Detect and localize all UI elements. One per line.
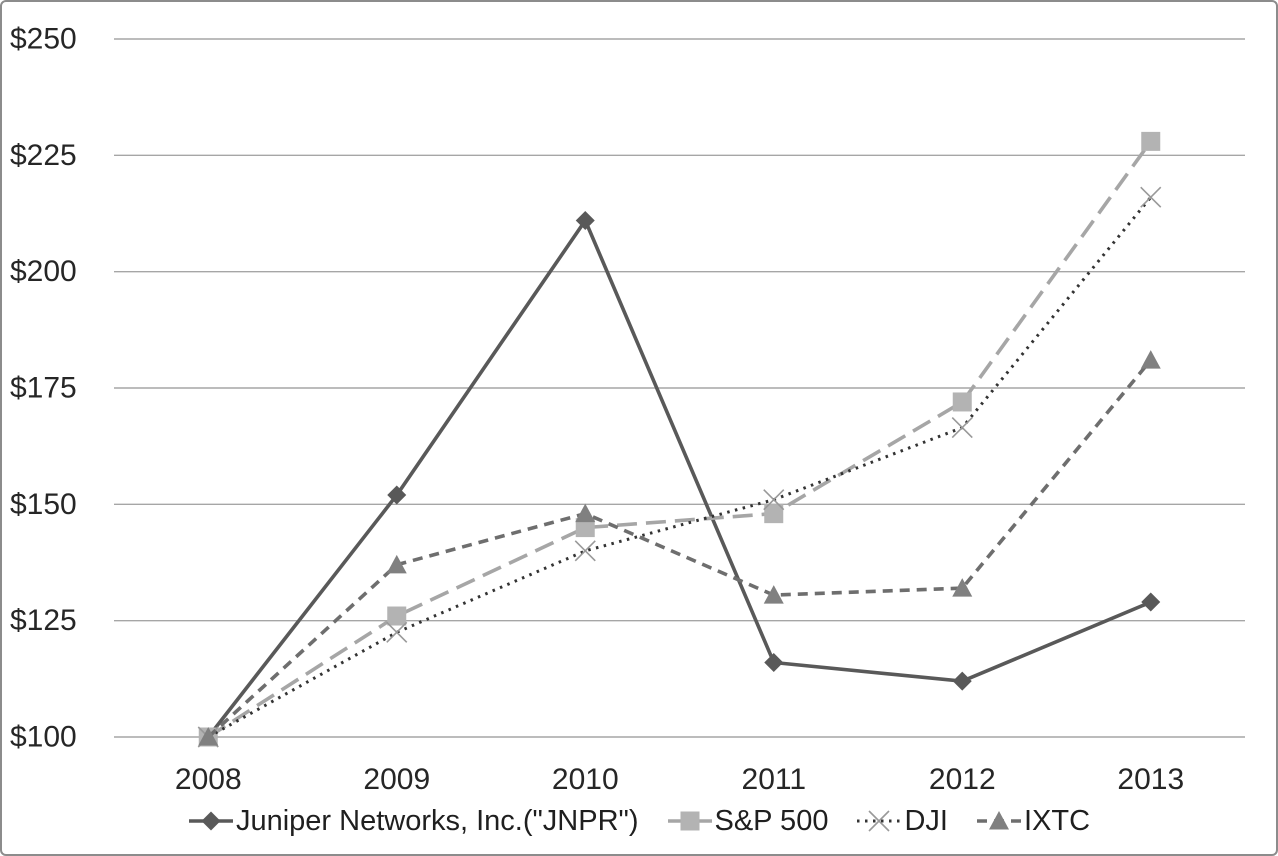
- y-tick-label: $225: [10, 139, 77, 172]
- x-tick-label: 2010: [552, 763, 619, 796]
- legend-triangle-icon: [976, 811, 1021, 830]
- data-point-marker-square: [952, 392, 972, 412]
- legend-item: Juniper Networks, Inc.("JNPR"): [188, 805, 639, 838]
- x-marker-icon: [574, 540, 596, 562]
- legend-item: DJI: [856, 805, 948, 838]
- diamond-marker-icon: [201, 811, 221, 831]
- legend-item: IXTC: [976, 805, 1090, 838]
- data-point-marker-square: [387, 606, 407, 626]
- x-marker-icon: [951, 416, 973, 439]
- triangle-marker-icon: [386, 554, 407, 574]
- data-point-marker-x: [1140, 186, 1162, 208]
- data-point-marker-x: [951, 416, 973, 439]
- data-point-marker-square: [1141, 131, 1161, 151]
- x-tick-label: 2009: [363, 763, 430, 796]
- legend-label: Juniper Networks, Inc.("JNPR"): [235, 804, 639, 837]
- diamond-marker-icon: [952, 671, 972, 691]
- y-tick-label: $200: [10, 255, 77, 288]
- legend: Juniper Networks, Inc.("JNPR") S&P 500 DJI…: [2, 800, 1276, 842]
- data-point-marker-diamond: [764, 653, 784, 673]
- data-point-marker-x: [574, 540, 596, 562]
- data-point-marker-triangle: [988, 811, 1009, 830]
- diamond-marker-icon: [575, 210, 595, 230]
- triangle-marker-icon: [952, 578, 973, 597]
- square-marker-icon: [680, 811, 699, 831]
- data-point-marker-x: [386, 621, 408, 643]
- square-marker-icon: [575, 518, 595, 538]
- data-point-marker-square: [764, 504, 784, 524]
- triangle-marker-icon: [1140, 350, 1161, 369]
- x-marker-icon: [386, 621, 408, 643]
- data-point-marker-diamond: [952, 671, 972, 691]
- diamond-marker-icon: [387, 485, 407, 505]
- data-point-marker-diamond: [201, 811, 221, 831]
- x-tick-label: 2011: [742, 763, 807, 796]
- data-point-marker-triangle: [763, 585, 784, 604]
- legend-label: IXTC: [1023, 804, 1091, 837]
- data-point-marker-triangle: [1140, 350, 1161, 369]
- x-marker-icon: [1140, 186, 1162, 208]
- data-point-marker-x: [868, 810, 891, 832]
- x-tick-label: 2012: [929, 763, 996, 796]
- triangle-marker-icon: [988, 811, 1009, 830]
- data-point-marker-diamond: [575, 210, 595, 230]
- y-tick-label: $150: [10, 488, 77, 521]
- data-point-marker-triangle: [952, 578, 973, 597]
- data-point-marker-triangle: [198, 727, 219, 746]
- legend-square-icon: [667, 811, 712, 831]
- square-marker-icon: [387, 606, 407, 626]
- triangle-marker-icon: [575, 503, 596, 523]
- square-marker-icon: [952, 392, 972, 412]
- x-marker-icon: [868, 810, 891, 832]
- data-point-marker-diamond: [1141, 592, 1161, 612]
- square-marker-icon: [1141, 131, 1161, 151]
- series-line-3: [207, 196, 1152, 739]
- data-point-marker-triangle: [575, 503, 596, 523]
- legend-label: S&P 500: [714, 804, 829, 837]
- x-tick-label: 2013: [1117, 763, 1184, 796]
- data-point-marker-triangle: [386, 554, 407, 574]
- y-tick-label: $250: [10, 23, 77, 56]
- triangle-marker-icon: [198, 727, 219, 746]
- data-point-marker-diamond: [387, 485, 407, 505]
- series-line-4: [207, 358, 1153, 739]
- series-line-1: [206, 216, 1152, 739]
- data-point-marker-square: [575, 518, 595, 538]
- x-marker-icon: [763, 489, 785, 511]
- y-tick-label: $100: [10, 721, 77, 754]
- y-tick-label: $175: [10, 372, 77, 405]
- data-point-marker-square: [680, 811, 699, 831]
- y-tick-label: $125: [10, 604, 77, 637]
- legend-x-icon: [857, 810, 902, 832]
- legend-label: DJI: [904, 804, 948, 837]
- data-point-marker-x: [763, 489, 785, 511]
- legend-diamond-icon: [188, 811, 233, 831]
- diamond-marker-icon: [1141, 592, 1161, 612]
- triangle-marker-icon: [763, 585, 784, 604]
- diamond-marker-icon: [764, 653, 784, 673]
- legend-item: S&P 500: [667, 804, 829, 838]
- x-tick-label: 2008: [175, 763, 242, 796]
- series-line-2: [207, 140, 1153, 739]
- square-marker-icon: [764, 504, 784, 524]
